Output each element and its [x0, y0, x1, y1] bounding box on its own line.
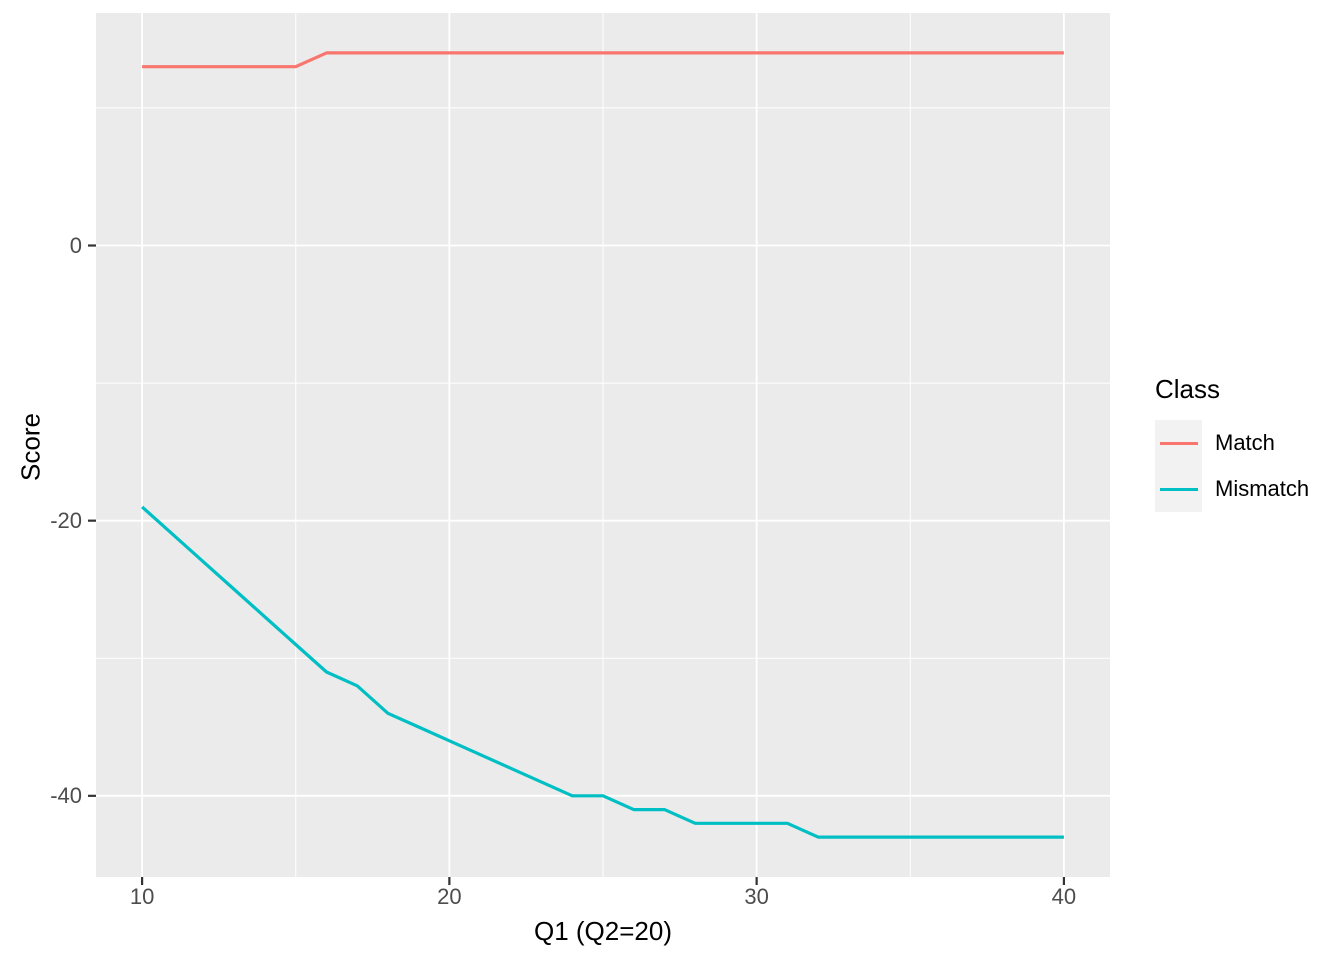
- legend-label-match: Match: [1215, 430, 1275, 455]
- x-tick-label: 20: [437, 884, 462, 909]
- legend-label-mismatch: Mismatch: [1215, 476, 1310, 501]
- y-tick-label: -20: [50, 507, 82, 533]
- y-tick-label: 0: [69, 232, 82, 258]
- x-tick-label: 40: [1051, 884, 1077, 909]
- legend: Class Match Mismatch: [1155, 374, 1309, 512]
- y-tick-label: -40: [50, 782, 82, 808]
- legend-entry-match: Match: [1155, 420, 1309, 466]
- legend-title: Class: [1155, 374, 1221, 404]
- y-axis-title: Score: [15, 413, 46, 481]
- match-line-swatch: [1159, 441, 1198, 445]
- legend-key-mismatch: [1155, 466, 1202, 512]
- mismatch-line-swatch: [1159, 487, 1198, 491]
- series-line-mismatch: [141, 505, 1064, 839]
- x-axis-title: Q1 (Q2=20): [533, 916, 672, 946]
- legend-key-match: [1155, 420, 1202, 466]
- x-tick-label: 10: [129, 884, 155, 909]
- legend-entry-mismatch: Mismatch: [1155, 466, 1309, 512]
- x-tick-label: 30: [744, 884, 769, 909]
- series-line-match: [142, 51, 1064, 69]
